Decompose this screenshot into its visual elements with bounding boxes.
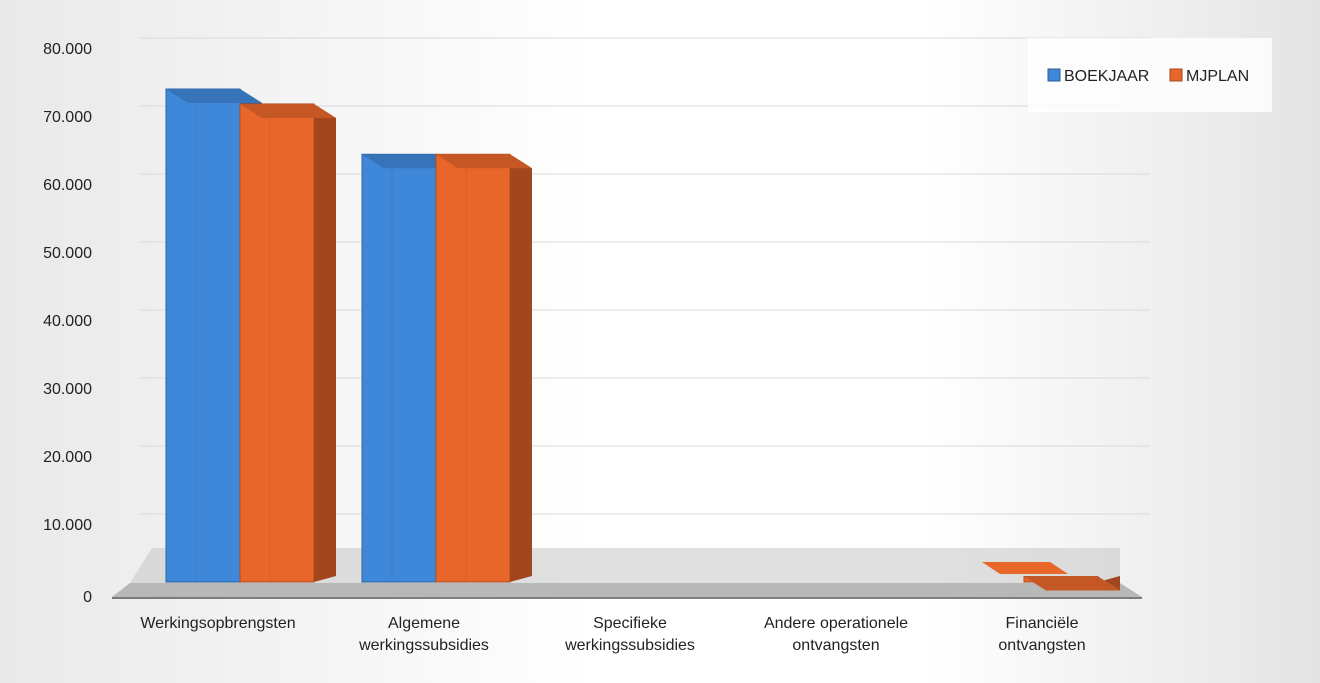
y-tick-label: 60.000: [43, 177, 92, 194]
bar-top: [1024, 576, 1120, 591]
y-tick-label: 70.000: [43, 109, 92, 126]
y-tick-label: 50.000: [43, 245, 92, 262]
y-tick-label: 30.000: [43, 381, 92, 398]
bar-front: [165, 88, 241, 583]
bar-side: [314, 103, 336, 583]
x-category-label: Financiële: [1006, 615, 1079, 632]
bar: [435, 153, 532, 583]
y-tick-label: 40.000: [43, 313, 92, 330]
x-category-label: Werkingsopbrengsten: [140, 615, 295, 632]
bar-top: [240, 103, 336, 118]
bar-front: [435, 153, 511, 583]
chart-floor: [112, 583, 1142, 597]
y-tick-label: 10.000: [43, 517, 92, 534]
y-tick-label: 20.000: [43, 449, 92, 466]
legend-label: BOEKJAAR: [1064, 68, 1149, 85]
x-category-label: ontvangsten: [998, 637, 1085, 654]
bar: [239, 103, 336, 583]
bar-top: [436, 154, 532, 169]
y-tick-label: 80.000: [43, 41, 92, 58]
x-category-label: Specifieke: [593, 615, 667, 632]
bar-small-mjplan: [982, 562, 1068, 574]
x-category-label: werkingssubsidies: [564, 637, 695, 654]
bar-front: [239, 103, 315, 583]
bar: [1023, 576, 1120, 591]
bar-front: [361, 153, 437, 583]
x-category-label: Andere operationele: [764, 615, 908, 632]
legend-label: MJPLAN: [1186, 68, 1249, 85]
bar-top: [166, 89, 262, 103]
bar-top: [362, 154, 458, 169]
legend-box: [1028, 38, 1272, 112]
y-tick-label: 0: [83, 589, 92, 606]
bar-side: [1098, 576, 1120, 591]
x-category-label: werkingssubsidies: [358, 637, 489, 654]
bar-side: [510, 154, 532, 582]
legend-swatch: [1169, 68, 1183, 82]
x-category-label: ontvangsten: [792, 637, 879, 654]
legend-swatch: [1047, 68, 1061, 82]
x-category-label: Algemene: [388, 615, 460, 632]
